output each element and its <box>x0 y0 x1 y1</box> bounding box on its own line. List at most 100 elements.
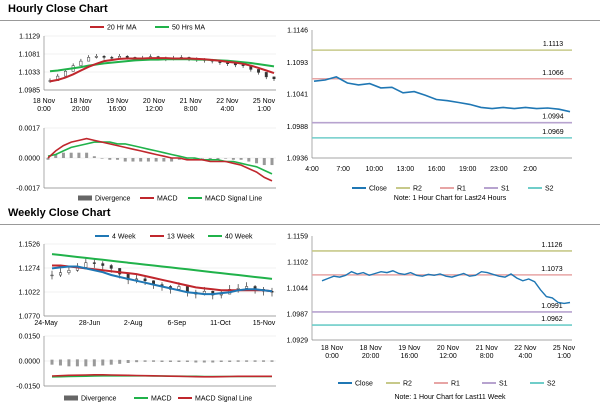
hourly-price-ytick-label: 1.0985 <box>19 88 41 95</box>
weekly-price-candle-body <box>67 270 71 273</box>
hourly-macd-divergence-bar <box>208 158 212 160</box>
weekly-price-xtick-label: 11-Oct <box>210 320 231 327</box>
weekly-macd-divergence-bar <box>101 359 105 366</box>
weekly-macd-divergence-bar <box>152 360 156 362</box>
weekly-lastweek-xtick-label: 22 Nov 4:00 <box>514 345 537 360</box>
hourly-macd-divergence-bar <box>239 158 243 160</box>
weekly-lastweek-xtick-label: 18 Nov 20:00 <box>360 345 383 360</box>
weekly-lastweek-level-s2-label: 1.0962 <box>541 316 563 323</box>
weekly-price-candle-body <box>84 262 88 268</box>
weekly-macd-ytick-label: 0.0000 <box>19 359 41 366</box>
hourly-24h-ytick-label: 1.0988 <box>287 124 309 131</box>
hourly-price-candle-body <box>102 56 106 58</box>
weekly-lastweek-xtick-label: 18 Nov 0:00 <box>321 345 344 360</box>
weekly-lastweek-legend-close-label: Close <box>355 381 373 388</box>
weekly-section-title: Weekly Close Chart <box>8 207 111 219</box>
weekly-legend-40-week-label: 40 Week <box>225 234 253 241</box>
hourly-legend-20hr-ma-label: 20 Hr MA <box>107 25 137 32</box>
hourly-price-xtick-label: 18 Nov 0:00 <box>33 98 56 113</box>
weekly-macd-divergence-bar <box>262 360 266 362</box>
weekly-legend-4-week-label: 4 Week <box>112 234 136 241</box>
weekly-macd-divergence-bar <box>109 359 113 365</box>
hourly-macd-divergence-bar <box>231 158 235 160</box>
hourly-macd-divergence-bar <box>216 158 220 160</box>
weekly-price-candle-body <box>236 288 240 290</box>
weekly-macd-ytick-label: -0.0150 <box>16 384 40 391</box>
hourly-24h-note: Note: 1 Hour Chart for Last24 Hours <box>393 195 507 202</box>
weekly-lastweek-ytick-label: 1.1044 <box>287 286 309 293</box>
hourly-24h-ytick-label: 1.0936 <box>287 156 309 163</box>
weekly-macd-divergence-bar <box>67 359 71 367</box>
weekly-price-ytick-label: 1.1022 <box>19 290 41 297</box>
hourly-macd-ytick-label: 0.0017 <box>19 126 41 133</box>
hourly-price-candle-body <box>272 76 276 79</box>
hourly-macd-divergence-bar <box>146 158 150 162</box>
hourly-24h-level-s2-label: 1.0969 <box>542 129 564 136</box>
hourly-price-candle-body <box>233 63 237 66</box>
hourly-macd-divergence-bar <box>224 158 228 159</box>
weekly-price-candle-body <box>245 286 249 289</box>
hourly-24h-xtick-label: 16:00 <box>428 166 446 173</box>
weekly-macd-divergence-bar <box>270 360 274 362</box>
hourly-macd-divergence-bar <box>92 156 96 158</box>
weekly-price-ytick-label: 1.1526 <box>19 242 41 249</box>
weekly-lastweek-legend-s1-label: S1 <box>499 381 508 388</box>
weekly-lastweek-ytick-label: 1.1159 <box>287 234 308 241</box>
hourly-macd-line <box>47 137 273 182</box>
weekly-macd-legend-macd-label: MACD <box>151 396 172 403</box>
hourly-price-candle-body <box>264 72 268 78</box>
hourly-price-candle-body <box>87 57 91 62</box>
weekly-lastweek-xtick-label: 19 Nov 16:00 <box>398 345 421 360</box>
weekly-price-xtick-label: 28-Jun <box>79 320 101 327</box>
hourly-macd-divergence-bar <box>177 158 181 160</box>
weekly-lastweek-ytick-label: 1.0929 <box>287 338 309 345</box>
weekly-macd-line <box>51 373 272 378</box>
hourly-macd-divergence-bar <box>54 154 58 158</box>
weekly-macd-divergence-bar <box>236 360 240 362</box>
hourly-24h-legend-r2-label: R2 <box>413 186 422 193</box>
hourly-macd-divergence-bar <box>200 158 204 159</box>
weekly-macd-divergence-bar <box>194 360 198 363</box>
hourly-macd-divergence-bar <box>193 158 197 160</box>
hourly-price-xtick-label: 18 Nov 20:00 <box>70 98 93 113</box>
hourly-macd-legend-divergence-label: Divergence <box>95 196 131 203</box>
hourly-24h-xtick-label: 4:00 <box>305 166 319 173</box>
hourly-macd-legend-macd-label: MACD <box>157 196 178 203</box>
hourly-price-20hr-ma-line <box>49 57 275 83</box>
hourly-macd-divergence-bar <box>61 152 65 158</box>
weekly-price-ytick-label: 1.1274 <box>19 266 41 273</box>
hourly-macd-legend-signal-label: MACD Signal Line <box>205 196 262 203</box>
weekly-lastweek-ytick-label: 1.0987 <box>287 311 309 318</box>
hourly-24h-xtick-label: 7:00 <box>336 166 350 173</box>
weekly-lastweek-note: Note: 1 Hour Chart for Last11 Week <box>394 394 506 401</box>
weekly-macd-divergence-bar <box>211 360 215 363</box>
weekly-price-candle-body <box>177 286 181 290</box>
weekly-price-40-week-line <box>51 253 273 280</box>
weekly-lastweek-level-s1-label: 1.0991 <box>541 303 563 310</box>
weekly-price-candle-body <box>143 278 147 282</box>
hourly-macd-divergence-bar <box>69 152 73 158</box>
weekly-macd-divergence-bar <box>177 360 181 362</box>
hourly-24h-level-r1-label: 1.1066 <box>542 70 564 77</box>
hourly-24h-legend-r1-label: R1 <box>457 186 466 193</box>
weekly-lastweek-xtick-label: 21 Nov 8:00 <box>476 345 499 360</box>
weekly-macd-divergence-bar <box>118 359 122 364</box>
hourly-macd-divergence-bar <box>116 158 120 160</box>
hourly-24h-legend-s2-label: S2 <box>545 186 554 193</box>
hourly-price-candle-body <box>118 56 121 59</box>
hourly-section-title: Hourly Close Chart <box>8 3 108 15</box>
hourly-macd-divergence-bar <box>77 152 81 158</box>
hourly-24h-legend-close-label: Close <box>369 186 387 193</box>
hourly-macd-divergence-bar <box>131 158 135 162</box>
hourly-price-xtick-label: 20 Nov 12:00 <box>143 98 166 113</box>
hourly-24h-xtick-label: 23:00 <box>490 166 508 173</box>
weekly-macd-divergence-bar <box>143 360 147 362</box>
hourly-24h-ytick-label: 1.1146 <box>287 28 308 35</box>
hourly-macd-divergence-bar <box>123 158 127 162</box>
hourly-price-xtick-label: 25 Nov 1:00 <box>253 98 276 113</box>
weekly-price-xtick-label: 2-Aug <box>124 320 143 327</box>
hourly-price-ytick-label: 1.1081 <box>19 52 41 59</box>
weekly-lastweek-close-line <box>321 270 571 305</box>
weekly-macd-divergence-bar <box>126 360 130 363</box>
